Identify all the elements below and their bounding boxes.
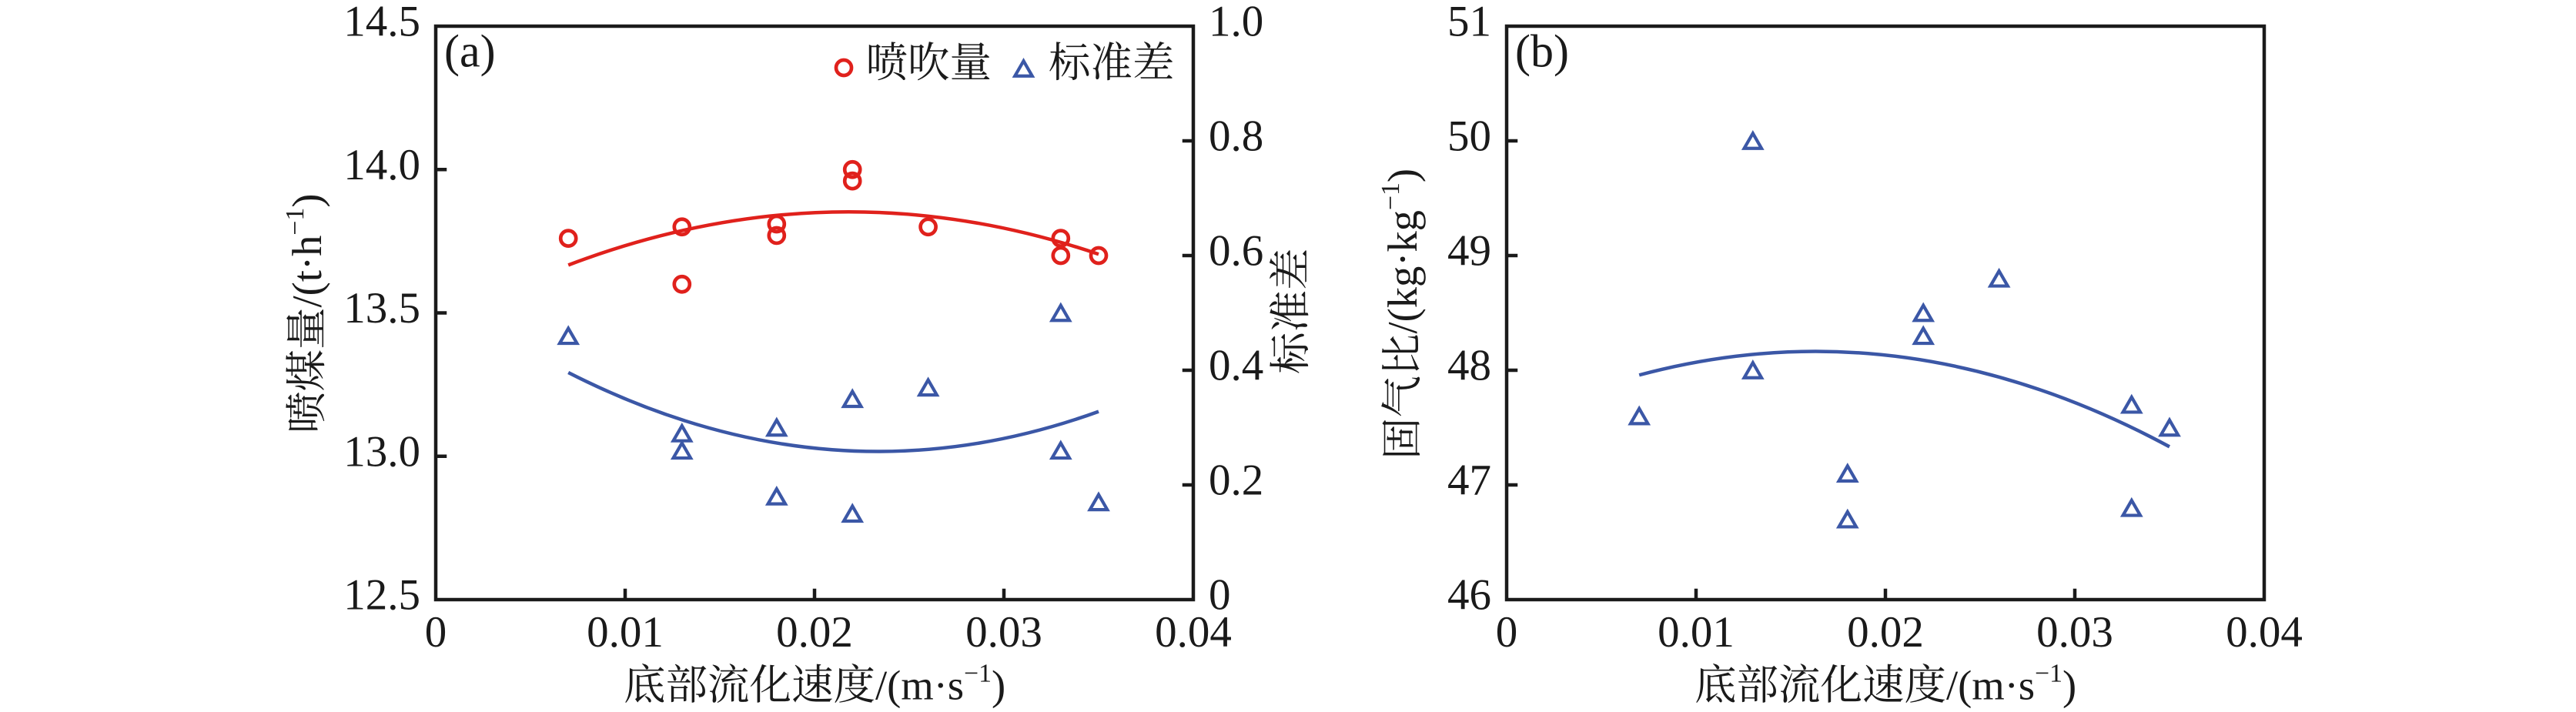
y-axis-label-right-glyphs xyxy=(1269,250,1309,373)
data-point-triangle xyxy=(2158,416,2181,437)
y-axis-label-left-glyphs xyxy=(286,195,330,430)
legend-marker-triangle xyxy=(1012,58,1035,78)
x-axis-label: 底部流化速度/(m·s⁻¹) xyxy=(1696,664,2075,709)
y-tick-label-right: 0 xyxy=(1209,571,1231,620)
y-tick-label-left: 47 xyxy=(1447,456,1491,505)
y-axis-label-left: 固气比/(kg·kg⁻¹) xyxy=(1381,170,1426,456)
x-axis-label-glyphs xyxy=(1696,664,2075,709)
x-tick-label: 0.02 xyxy=(776,608,853,657)
x-tick-label: 0.03 xyxy=(965,608,1042,657)
data-point-triangle xyxy=(1049,302,1072,323)
data-point-triangle xyxy=(1835,463,1859,483)
x-tick-label: 0.02 xyxy=(1847,608,1924,657)
data-point-triangle xyxy=(764,416,788,437)
legend-label-0: 喷吹量 xyxy=(868,42,990,81)
legend-label-0-glyphs xyxy=(868,42,990,81)
y-axis-label-left-glyphs xyxy=(1381,170,1426,456)
x-axis-label: 底部流化速度/(m·s⁻¹) xyxy=(625,664,1004,709)
x-tick-label: 0.04 xyxy=(1155,608,1232,657)
y-tick-label-right: 0.6 xyxy=(1209,227,1263,276)
data-point-circle xyxy=(767,226,787,246)
data-point-triangle xyxy=(670,422,694,443)
y-tick-label-left: 14.5 xyxy=(343,0,420,46)
data-point-circle xyxy=(767,214,787,234)
data-point-triangle xyxy=(1741,130,1765,150)
data-point-triangle xyxy=(1741,359,1765,379)
y-tick-label-right: 0.4 xyxy=(1209,342,1263,390)
data-point-circle xyxy=(842,159,862,179)
data-point-circle xyxy=(558,229,578,248)
series-0-markers xyxy=(1628,130,2181,529)
data-point-circle xyxy=(672,217,692,237)
y-tick-label-right: 0.8 xyxy=(1209,112,1263,161)
series-1-markers xyxy=(557,302,1110,523)
y-tick-label-left: 49 xyxy=(1447,227,1491,276)
data-point-triangle xyxy=(1912,302,1935,323)
data-point-triangle xyxy=(2119,496,2143,517)
data-point-triangle xyxy=(1987,267,2011,288)
data-point-circle xyxy=(1051,246,1071,266)
data-point-triangle xyxy=(1835,508,1859,529)
data-point-circle xyxy=(1051,229,1071,248)
y-tick-label-left: 13.0 xyxy=(343,427,420,476)
y-tick-label-left: 14.0 xyxy=(343,141,420,189)
data-point-circle xyxy=(1089,246,1109,266)
data-point-triangle xyxy=(1912,325,1935,346)
data-point-triangle xyxy=(764,485,788,506)
panel-b: 0 0.01 0.02 0.03 0.04 46 47 48 49 50 51 底部流化速度/(m·s… xyxy=(1381,0,2303,709)
x-tick-label: 0.03 xyxy=(2036,608,2113,657)
data-point-triangle xyxy=(916,376,940,397)
data-point-triangle xyxy=(1628,405,1651,426)
x-axis-label-glyphs xyxy=(625,664,1004,709)
data-point-circle xyxy=(918,217,938,237)
data-point-triangle xyxy=(1087,491,1110,512)
x-tick-label: 0 xyxy=(1496,608,1518,657)
y-axis-label-left: 喷煤量/(t·h⁻¹) xyxy=(286,195,330,430)
data-point-triangle xyxy=(670,440,694,460)
data-point-triangle xyxy=(841,388,865,409)
data-point-triangle xyxy=(557,325,580,346)
data-point-circle xyxy=(842,171,862,191)
x-tick-label: 0.01 xyxy=(1658,608,1735,657)
y-tick-label-right: 1.0 xyxy=(1209,0,1263,46)
data-point-triangle xyxy=(841,503,865,523)
legend-marker-circle xyxy=(834,58,854,78)
x-tick-label: 0.04 xyxy=(2226,608,2303,657)
panel-a: 0 0.01 0.02 0.03 0.04 12.5 13.0 13.5 14.0 14.5 0 0.… xyxy=(286,0,1309,709)
axes-frame xyxy=(1504,24,2267,602)
data-point-triangle xyxy=(1049,440,1072,460)
y-tick-label-right: 0.2 xyxy=(1209,456,1263,505)
panel-tag: (a) xyxy=(444,26,496,77)
y-tick-label-left: 13.5 xyxy=(343,284,420,333)
panel-tag: (b) xyxy=(1515,26,1569,77)
legend-label-1-glyphs xyxy=(1049,41,1173,81)
y-tick-label-left: 12.5 xyxy=(343,571,420,620)
series-0-markers xyxy=(558,159,1109,294)
legend-label-1: 标准差 xyxy=(1049,41,1173,81)
x-tick-label: 0 xyxy=(425,608,447,657)
y-tick-label-left: 50 xyxy=(1447,112,1491,161)
y-tick-label-left: 46 xyxy=(1447,571,1491,620)
x-tick-label: 0.01 xyxy=(587,608,664,657)
y-axis-label-right: 标准差 xyxy=(1269,250,1309,373)
data-point-triangle xyxy=(2119,393,2143,414)
data-point-circle xyxy=(672,274,692,294)
y-tick-label-left: 51 xyxy=(1447,0,1491,46)
axes-frame xyxy=(433,24,1196,602)
y-tick-label-left: 48 xyxy=(1447,342,1491,390)
fit-curve-right xyxy=(567,370,1099,453)
legend: 喷吹量 标准差 xyxy=(834,41,1173,81)
fit-curve-left xyxy=(567,209,1099,267)
fit-curve-left xyxy=(1638,349,2171,449)
